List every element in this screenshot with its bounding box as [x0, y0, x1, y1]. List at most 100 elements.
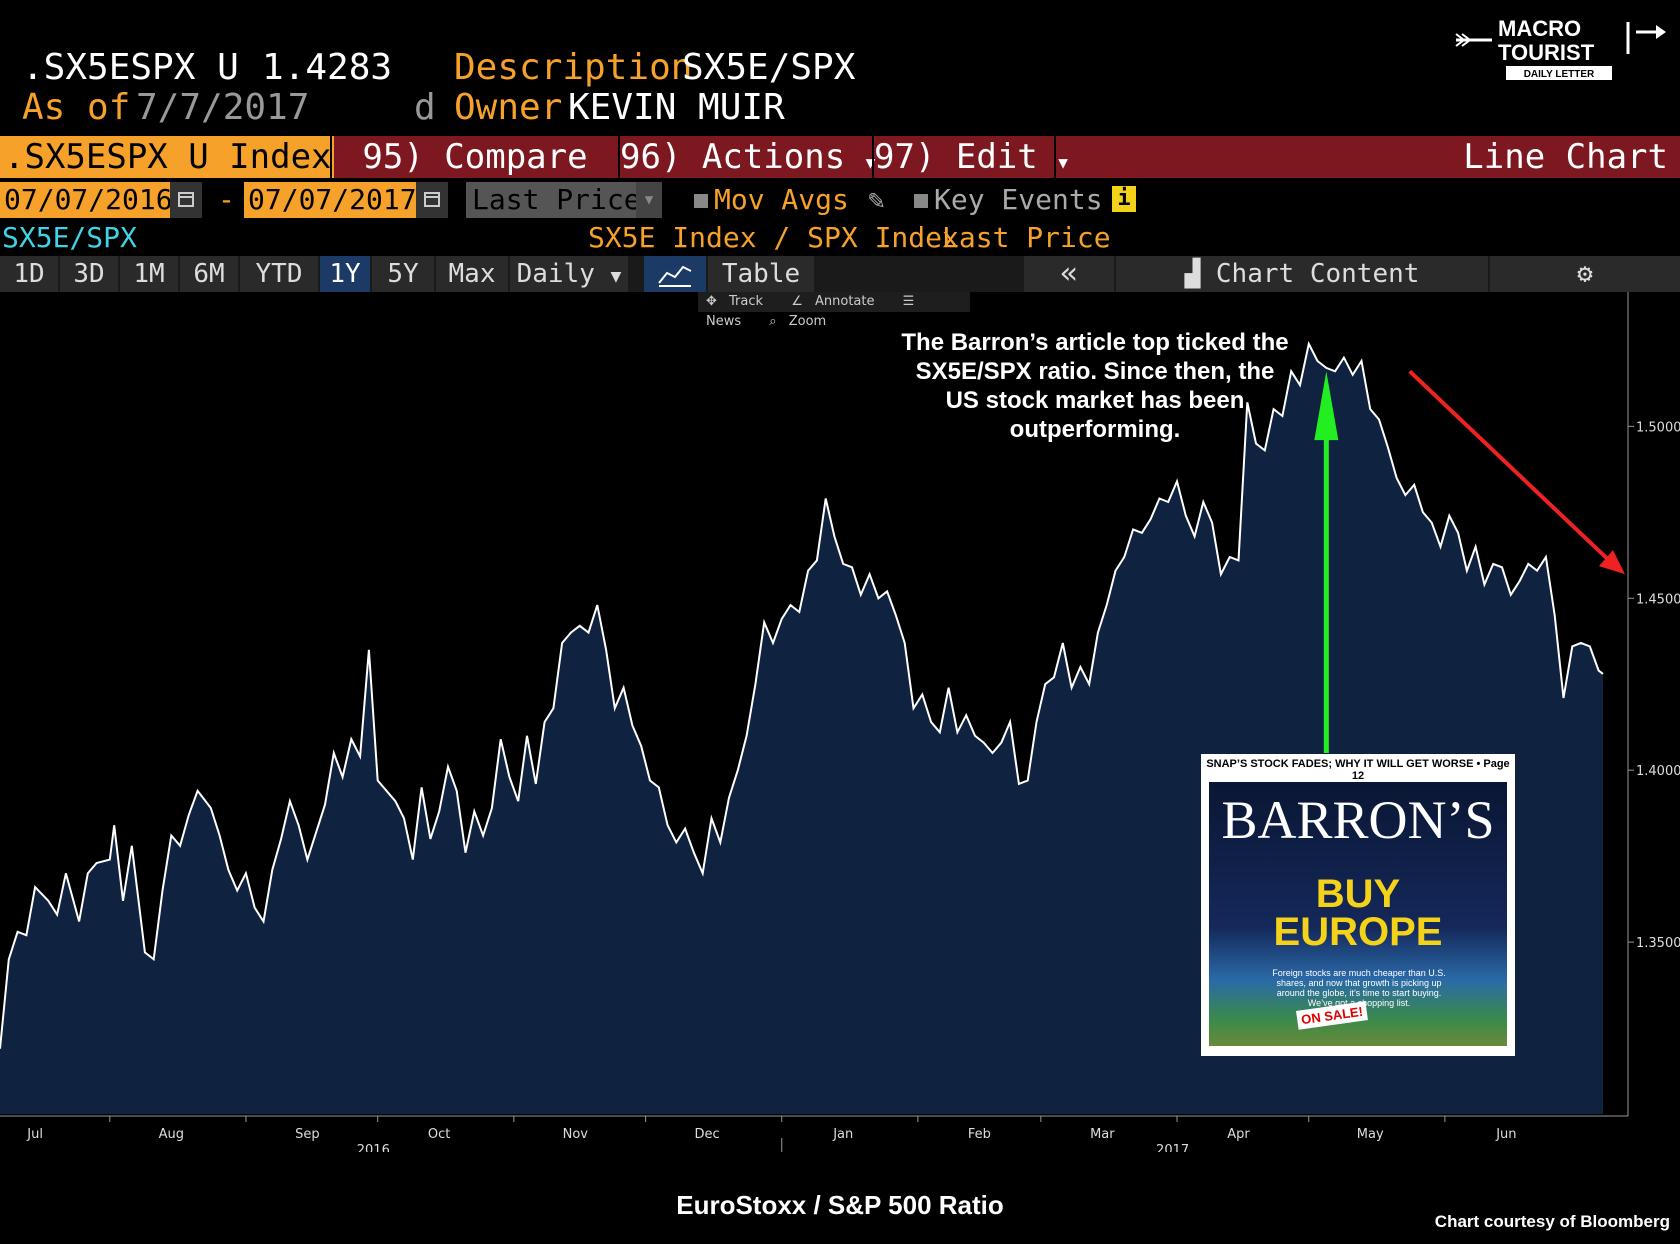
red-arrow-shaft [1408, 369, 1613, 564]
chevron-down-icon: ▼ [1058, 153, 1068, 172]
annotate-tool[interactable]: ∠ Annotate [791, 294, 875, 309]
d-marker: d [414, 87, 436, 128]
year-label: 2017 [1156, 1143, 1189, 1152]
news-tool[interactable]: ☰ News [706, 294, 915, 329]
zoom-tool[interactable]: ⌕ Zoom [769, 314, 827, 329]
mov-avgs-toggle[interactable]: Mov Avgs [694, 182, 849, 218]
gear-icon[interactable]: ⚙ [1490, 256, 1680, 292]
tab-1m[interactable]: 1M [120, 256, 178, 292]
ticker: .SX5ESPX U [22, 47, 239, 88]
x-tick-label: Sep [295, 1127, 320, 1142]
menu-bar: .SX5ESPX U Index 95) Compare 96) Actions… [0, 136, 1680, 178]
barrons-cover-image: SNAP’S STOCK FADES; WHY IT WILL GET WORS… [1201, 754, 1515, 1056]
calendar-icon[interactable] [416, 182, 448, 218]
checkbox-icon [694, 194, 708, 208]
tab-1d[interactable]: 1D [0, 256, 58, 292]
logo-arrow-icon: MACRO TOURIST DAILY LETTER [1455, 16, 1666, 80]
logo-line2: TOURIST [1498, 40, 1595, 65]
y-tick-label: 1.5000 [1636, 420, 1680, 435]
end-date-field[interactable]: 07/07/2017 [244, 182, 421, 218]
tab-6m[interactable]: 6M [180, 256, 238, 292]
chart-toolbar: ✥ Track ∠ Annotate ☰ News ⌕ Zoom [698, 292, 970, 329]
track-tool[interactable]: ✥ Track [706, 294, 764, 309]
tab-1y[interactable]: 1Y [320, 256, 370, 292]
edit-button[interactable]: 97) Edit ▼ [872, 136, 1068, 178]
chart-caption: EuroStoxx / S&P 500 Ratio [676, 1190, 1004, 1220]
chart-content-label: Chart Content [1215, 259, 1420, 289]
x-tick-label: Jul [26, 1127, 43, 1142]
as-of-date: 7/7/2017 [136, 87, 310, 128]
owner-label: Owner [454, 87, 563, 128]
chart-content-button[interactable]: ▟ Chart Content [1116, 256, 1488, 292]
mov-avgs-label: Mov Avgs [714, 183, 849, 216]
macro-tourist-logo: MACRO TOURIST DAILY LETTER [1450, 10, 1670, 90]
x-tick-label: Feb [968, 1127, 991, 1142]
tab-5y[interactable]: 5Y [372, 256, 434, 292]
line-chart-icon[interactable] [644, 256, 706, 292]
field-select[interactable]: Last Price [466, 182, 646, 218]
period-tabs: 1D 3D 1M 6M YTD 1Y 5Y Max Daily ▼ Table … [0, 256, 1680, 292]
x-tick-label: Nov [563, 1127, 589, 1142]
as-of-label: As of [22, 87, 131, 128]
description-value: SX5E/SPX [682, 47, 856, 88]
zoom-label: Zoom [788, 314, 827, 329]
description-label: Description [454, 47, 693, 88]
cover-headline2: EUROPE [1273, 910, 1443, 954]
frequency-select[interactable]: Daily ▼ [510, 256, 628, 292]
calendar-icon[interactable] [170, 182, 202, 218]
y-tick-label: 1.4000 [1636, 764, 1680, 779]
x-tick-label: Aug [159, 1127, 184, 1142]
table-tab[interactable]: Table [708, 256, 814, 292]
year-label: 2016 [357, 1143, 390, 1152]
series-field: Last Price [942, 221, 1111, 254]
series-formula: SX5E Index / SPX Index [588, 221, 959, 254]
x-tick-label: May [1357, 1127, 1384, 1142]
annotation-text: The Barron’s article top ticked the SX5E… [901, 329, 1289, 443]
chart-content-icon: ▟ [1184, 259, 1201, 289]
series-legend: SX5E/SPX [2, 221, 137, 254]
tab-3d[interactable]: 3D [60, 256, 118, 292]
green-arrow-head [1314, 371, 1339, 441]
date-dash: - [218, 183, 235, 216]
pencil-icon[interactable]: ✎ [868, 183, 885, 216]
cover-headline1: BUY [1315, 872, 1401, 916]
annotate-label: Annotate [815, 294, 875, 309]
x-axis: Jul Aug Sep Oct Nov Dec Jan Feb Mar Apr May Jun 2016… [0, 1115, 1628, 1152]
collapse-icon[interactable]: « [1024, 256, 1114, 292]
checkbox-icon [914, 194, 928, 208]
y-tick-label: 1.3500 [1636, 936, 1680, 951]
tab-max[interactable]: Max [436, 256, 508, 292]
chart-type-label: Line Chart [1054, 136, 1668, 178]
info-icon[interactable]: i [1112, 186, 1136, 212]
logo-line3: DAILY LETTER [1524, 69, 1595, 80]
key-events-label: Key Events [934, 183, 1103, 216]
cover-top-line: SNAP’S STOCK FADES; WHY IT WILL GET WORS… [1206, 758, 1510, 782]
x-tick-label: Mar [1090, 1127, 1115, 1142]
x-tick-label: Dec [694, 1127, 719, 1142]
x-tick-label: Jun [1495, 1127, 1516, 1142]
index-ticker-box[interactable]: .SX5ESPX U Index [0, 136, 334, 178]
owner-value: KEVIN MUIR [568, 87, 785, 128]
last-value: 1.4283 [262, 47, 393, 88]
x-tick-label: Jan [832, 1127, 853, 1142]
compare-button[interactable]: 95) Compare [330, 136, 618, 178]
chevron-down-icon: ▼ [610, 266, 622, 287]
chevron-down-icon[interactable]: ▼ [636, 182, 662, 218]
actions-label: 96) Actions [620, 137, 846, 177]
red-arrow-head [1598, 550, 1625, 575]
y-axis: 1.3500 1.4000 1.4500 1.5000 [1627, 292, 1680, 1116]
logo-line1: MACRO [1498, 16, 1581, 41]
annotation-arrows [1314, 369, 1625, 753]
chevron-down-icon: ▼ [865, 153, 876, 172]
key-events-toggle[interactable]: Key Events [914, 182, 1103, 218]
edit-label: 97) Edit [874, 137, 1038, 177]
news-label: News [706, 314, 742, 329]
actions-button[interactable]: 96) Actions ▼ [618, 136, 875, 178]
series-line [0, 340, 1604, 1049]
y-tick-label: 1.4500 [1636, 592, 1680, 607]
start-date-field[interactable]: 07/07/2016 [0, 182, 177, 218]
cover-brand: BARRON’S [1221, 790, 1495, 850]
x-tick-label: Oct [428, 1127, 450, 1142]
tab-ytd[interactable]: YTD [240, 256, 318, 292]
x-tick-label: Apr [1227, 1127, 1250, 1142]
